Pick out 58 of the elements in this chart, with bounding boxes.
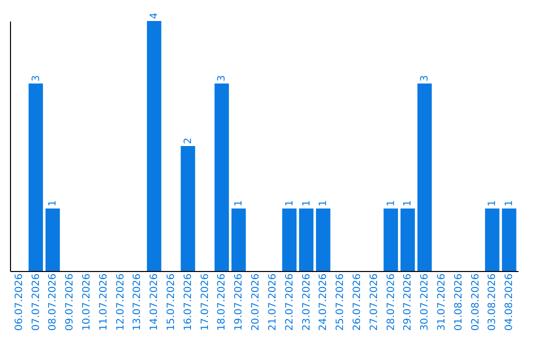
bar — [400, 208, 415, 271]
bar — [384, 208, 398, 271]
x-tick-label: 10.07.2026 — [81, 274, 92, 331]
x-tick-label: 28.07.2026 — [386, 274, 397, 331]
data-label: 1 — [402, 200, 414, 206]
x-tick-label: 26.07.2026 — [352, 274, 363, 331]
bar — [46, 208, 60, 271]
bar — [299, 208, 314, 271]
bar — [28, 84, 43, 271]
data-label: 1 — [284, 200, 296, 206]
data-label: 1 — [301, 200, 312, 206]
x-tick-label: 11.07.2026 — [98, 274, 110, 331]
data-label: 1 — [504, 200, 516, 206]
x-tick-label: 07.07.2026 — [30, 274, 42, 331]
bar — [214, 84, 229, 271]
x-tick-label: 04.08.2026 — [504, 274, 516, 331]
x-tick-label: 18.07.2026 — [216, 274, 228, 331]
data-label: 2 — [182, 138, 194, 144]
x-tick-label: 23.07.2026 — [301, 274, 312, 331]
x-tick-label: 21.07.2026 — [267, 274, 278, 331]
x-tick-label: 03.08.2026 — [487, 274, 498, 331]
data-label: 1 — [386, 200, 397, 206]
bar — [417, 84, 432, 271]
bar — [180, 146, 196, 271]
x-tick-label: 16.07.2026 — [182, 274, 194, 331]
x-tick-label: 15.07.2026 — [166, 274, 178, 331]
x-tick-label: 06.07.2026 — [14, 274, 25, 331]
x-tick-label: 31.07.2026 — [436, 274, 448, 331]
x-tick-label: 09.07.2026 — [64, 274, 76, 331]
bar — [231, 208, 246, 271]
x-tick-label: 02.08.2026 — [470, 274, 482, 331]
data-label: 3 — [420, 75, 431, 82]
x-tick-label: 12.07.2026 — [115, 274, 126, 331]
data-label: 1 — [48, 200, 59, 206]
x-tick-label: 22.07.2026 — [284, 274, 296, 331]
x-tick-label: 01.08.2026 — [453, 274, 464, 331]
x-tick-label: 24.07.2026 — [318, 274, 330, 331]
bar — [485, 208, 500, 271]
x-tick-label: 13.07.2026 — [132, 274, 144, 331]
x-tick-label: 19.07.2026 — [234, 274, 245, 331]
bar — [502, 208, 516, 271]
x-tick-label: 29.07.2026 — [402, 274, 414, 331]
x-tick-label: 25.07.2026 — [335, 274, 346, 331]
data-label: 3 — [216, 75, 228, 82]
x-tick-label: 17.07.2026 — [200, 274, 211, 331]
x-tick-label: 27.07.2026 — [368, 274, 380, 331]
x-tick-label: 20.07.2026 — [250, 274, 262, 331]
x-tick-label: 08.07.2026 — [48, 274, 59, 331]
data-label: 1 — [318, 200, 330, 206]
data-label: 4 — [149, 12, 160, 19]
data-label: 3 — [30, 75, 42, 82]
bar — [146, 21, 162, 271]
data-label: 1 — [234, 200, 245, 206]
bar — [282, 208, 297, 271]
bar — [316, 208, 330, 271]
x-tick-label: 30.07.2026 — [420, 274, 431, 331]
data-label: 1 — [487, 200, 498, 206]
x-tick-label: 14.07.2026 — [149, 274, 160, 331]
